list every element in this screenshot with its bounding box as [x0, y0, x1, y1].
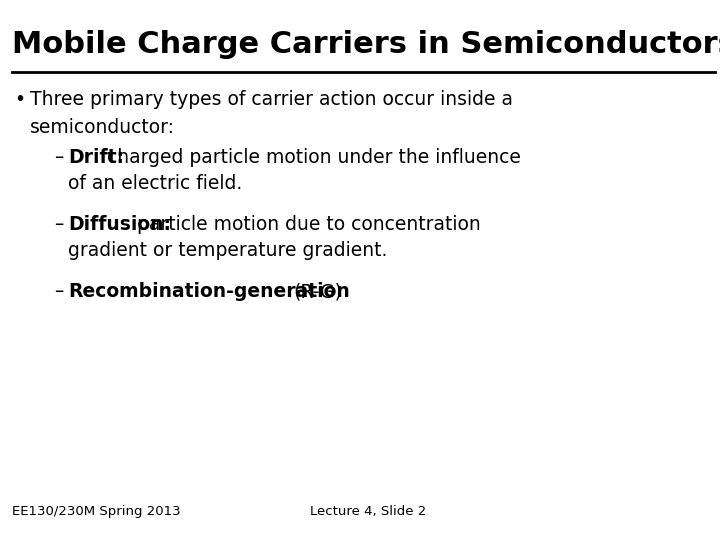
- Text: Lecture 4, Slide 2: Lecture 4, Slide 2: [310, 505, 426, 518]
- Text: (R-G): (R-G): [293, 282, 342, 301]
- Text: –: –: [55, 215, 71, 234]
- Text: Recombination-generation: Recombination-generation: [68, 282, 350, 301]
- Text: gradient or temperature gradient.: gradient or temperature gradient.: [68, 241, 387, 260]
- Text: –: –: [55, 148, 71, 167]
- Text: Diffusion:: Diffusion:: [68, 215, 171, 234]
- Text: •: •: [14, 90, 25, 109]
- Text: Drift:: Drift:: [68, 148, 124, 167]
- Text: charged particle motion under the influence: charged particle motion under the influe…: [107, 148, 521, 167]
- Text: Three primary types of carrier action occur inside a: Three primary types of carrier action oc…: [30, 90, 513, 109]
- Text: –: –: [55, 282, 71, 301]
- Text: particle motion due to concentration: particle motion due to concentration: [137, 215, 481, 234]
- Text: EE130/230M Spring 2013: EE130/230M Spring 2013: [12, 505, 181, 518]
- Text: Mobile Charge Carriers in Semiconductors: Mobile Charge Carriers in Semiconductors: [12, 30, 720, 59]
- Text: of an electric field.: of an electric field.: [68, 174, 242, 193]
- Text: semiconductor:: semiconductor:: [30, 118, 175, 137]
